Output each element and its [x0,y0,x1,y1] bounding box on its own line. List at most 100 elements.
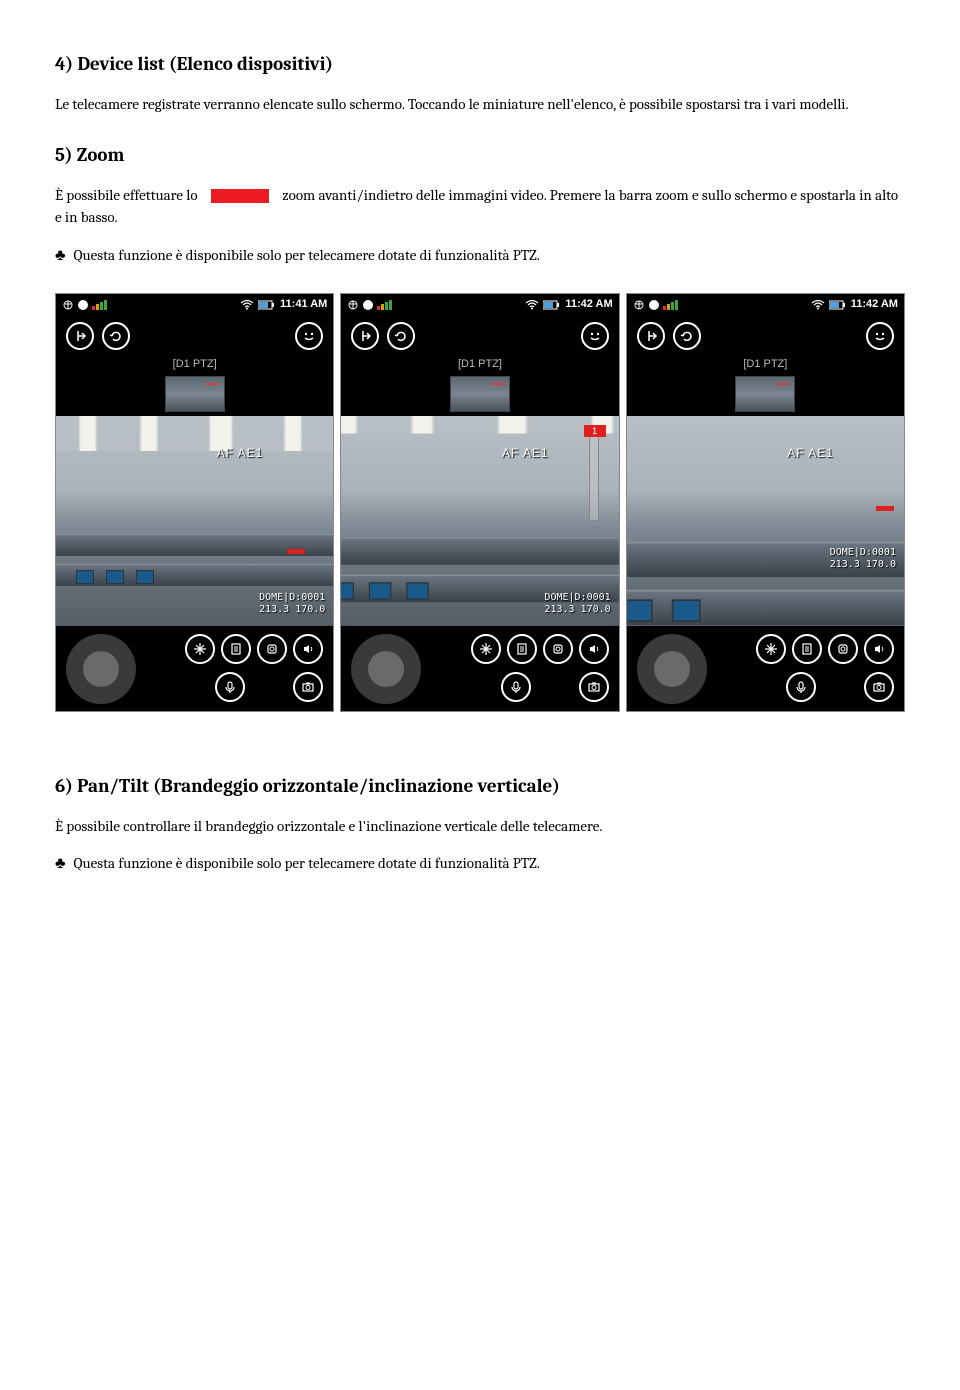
control-row-1 [756,634,894,664]
freeze-icon[interactable] [471,634,501,664]
section-5-zoom-line: È possibile effettuare lo zoom avanti/in… [55,184,905,229]
channel-label: [D1 PTZ] [627,356,904,375]
face-icon[interactable] [295,322,323,350]
speaker-icon[interactable] [864,634,894,664]
control-row-1 [471,634,609,664]
thumbnail-strip [56,374,333,416]
exit-icon[interactable] [351,322,379,350]
section-4-heading: 4) Device list (Elenco dispositivi) [55,50,905,79]
status-right: 11:42 AM [811,296,898,313]
snapshot-icon[interactable] [293,672,323,702]
joystick-knob[interactable] [83,651,119,687]
record-icon[interactable] [257,634,287,664]
top-left-icons [637,322,701,350]
sync-icon [77,299,89,311]
section-4: 4) Device list (Elenco dispositivi) Le t… [55,50,905,115]
face-icon[interactable] [866,322,894,350]
usb-icon [633,299,645,311]
bottom-controls [56,626,333,711]
freeze-icon[interactable] [756,634,786,664]
spacer [822,672,858,702]
section-5-note: Questa funzione è disponibile solo per t… [55,243,905,267]
osd-overlay: DOME|D:0001213.3 170.0 [544,592,610,616]
joystick-knob[interactable] [654,651,690,687]
status-bar: 11:42 AM [627,294,904,316]
top-controls [341,316,618,356]
status-time: 11:41 AM [280,296,327,313]
joystick-knob[interactable] [368,651,404,687]
control-row-1 [185,634,323,664]
snapshot-icon[interactable] [579,672,609,702]
osd-overlay: DOME|D:0001213.3 170.0 [830,547,896,571]
section-4-paragraph: Le telecamere registrate verranno elenca… [55,93,905,116]
notes-icon[interactable] [792,634,822,664]
ptz-joystick[interactable] [351,634,421,704]
speaker-icon[interactable] [293,634,323,664]
red-zoom-indicator [211,189,269,203]
video-feed[interactable]: AF AE1 DOME|D:0001213.3 170.0 [56,416,333,626]
zoom-handle[interactable]: 1 [584,425,606,437]
phone-screenshot-2: 11:42 AM [D1 PTZ] AF AE1DOME|D:0001213.3… [340,293,619,713]
status-right: 11:41 AM [240,296,327,313]
wifi-icon [525,300,539,310]
zoom-slider[interactable]: 1 [589,436,599,521]
top-controls [56,316,333,356]
record-icon[interactable] [543,634,573,664]
sync-icon [648,299,660,311]
notes-icon[interactable] [507,634,537,664]
status-time: 11:42 AM [851,296,898,313]
channel-thumbnail[interactable] [450,376,510,412]
rotate-icon[interactable] [387,322,415,350]
video-feed[interactable]: AF AE1 DOME|D:0001213.3 170.0 [627,416,904,626]
signal-bars [663,300,678,310]
exit-icon[interactable] [637,322,665,350]
section-6: 6) Pan/Tilt (Brandeggio orizzontale/incl… [55,772,905,875]
channel-label: [D1 PTZ] [56,356,333,375]
thumbnail-strip [627,374,904,416]
section-5: 5) Zoom È possibile effettuare lo zoom a… [55,141,905,267]
status-left [633,299,678,311]
record-icon[interactable] [828,634,858,664]
channel-thumbnail[interactable] [165,376,225,412]
exit-icon[interactable] [66,322,94,350]
mic-icon[interactable] [786,672,816,702]
section-6-note: Questa funzione è disponibile solo per t… [55,851,905,875]
speaker-icon[interactable] [579,634,609,664]
status-left [347,299,392,311]
top-left-icons [66,322,130,350]
control-row-2 [501,672,609,702]
mic-icon[interactable] [215,672,245,702]
status-bar: 11:42 AM [341,294,618,316]
phone-screenshot-3: 11:42 AM [D1 PTZ] AF AE1 DOME|D:0001213.3… [626,293,905,713]
ae-overlay: AF AE1 [217,444,264,462]
osd-overlay: DOME|D:0001213.3 170.0 [259,592,325,616]
status-bar: 11:41 AM [56,294,333,316]
ptz-joystick[interactable] [66,634,136,704]
screenshot-row: 11:41 AM [D1 PTZ] AF AE1 DOME|D:0001213.3… [55,293,905,713]
notes-icon[interactable] [221,634,251,664]
section-5-heading: 5) Zoom [55,141,905,170]
control-row-2 [215,672,323,702]
video-feed[interactable]: AF AE1DOME|D:0001213.3 170.01 [341,416,618,626]
mic-icon[interactable] [501,672,531,702]
rotate-icon[interactable] [102,322,130,350]
freeze-icon[interactable] [185,634,215,664]
status-right: 11:42 AM [525,296,612,313]
bottom-controls [627,626,904,711]
ae-overlay: AF AE1 [787,444,834,462]
usb-icon [62,299,74,311]
battery-icon [543,300,561,310]
thumbnail-strip [341,374,618,416]
rotate-icon[interactable] [673,322,701,350]
face-icon[interactable] [581,322,609,350]
signal-bars [377,300,392,310]
zoom-text-before: È possibile effettuare lo [55,186,198,204]
wifi-icon [811,300,825,310]
sync-icon [362,299,374,311]
red-marker [287,549,305,554]
section-6-heading: 6) Pan/Tilt (Brandeggio orizzontale/incl… [55,772,905,801]
ptz-joystick[interactable] [637,634,707,704]
snapshot-icon[interactable] [864,672,894,702]
channel-thumbnail[interactable] [735,376,795,412]
spacer [251,672,287,702]
